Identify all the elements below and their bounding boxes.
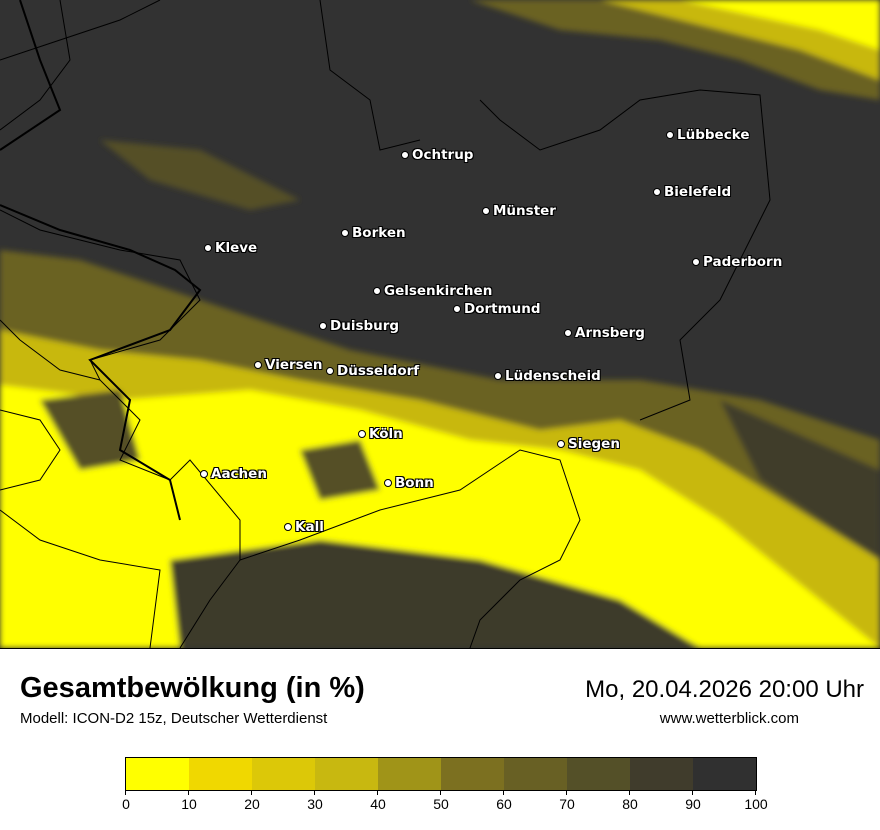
city-dot-icon	[204, 244, 212, 252]
legend-swatch	[126, 758, 189, 790]
legend-tick	[755, 790, 756, 795]
city-marker: Bonn	[384, 475, 434, 491]
legend-tick-label: 100	[744, 796, 768, 812]
legend-tick	[188, 790, 189, 795]
borders	[0, 0, 771, 648]
legend-swatch	[315, 758, 378, 790]
city-marker: Duisburg	[319, 318, 399, 334]
cloud-field	[0, 0, 880, 648]
city-dot-icon	[254, 361, 262, 369]
city-dot-icon	[384, 479, 392, 487]
legend-tick	[377, 790, 378, 795]
city-dot-icon	[653, 188, 661, 196]
legend-tick	[629, 790, 630, 795]
legend-tick-label: 90	[685, 796, 701, 812]
legend-tick-label: 60	[496, 796, 512, 812]
city-marker: Münster	[482, 203, 556, 219]
city-marker: Arnsberg	[564, 325, 645, 341]
city-dot-icon	[326, 367, 334, 375]
city-dot-icon	[200, 470, 208, 478]
city-dot-icon	[373, 287, 381, 295]
legend-tick-label: 30	[307, 796, 323, 812]
city-dot-icon	[284, 523, 292, 531]
legend-tick	[314, 790, 315, 795]
model-source: Modell: ICON-D2 15z, Deutscher Wetterdie…	[20, 710, 328, 727]
map-title: Gesamtbewölkung (in %)	[20, 672, 365, 704]
legend-tick	[251, 790, 252, 795]
city-marker: Paderborn	[692, 254, 782, 270]
city-marker: Köln	[358, 426, 403, 442]
legend-tick-label: 80	[622, 796, 638, 812]
city-marker: Viersen	[254, 357, 322, 373]
legend-tick-label: 0	[122, 796, 130, 812]
forecast-datetime: Mo, 20.04.2026 20:00 Uhr	[585, 676, 864, 703]
legend-tick-label: 10	[181, 796, 197, 812]
legend-swatch	[693, 758, 756, 790]
city-marker: Siegen	[557, 436, 620, 452]
city-marker: Kall	[284, 519, 324, 535]
city-dot-icon	[557, 440, 565, 448]
city-marker: Kleve	[204, 240, 257, 256]
city-dot-icon	[453, 305, 461, 313]
legend-swatch	[630, 758, 693, 790]
legend-swatch	[189, 758, 252, 790]
legend-tick	[440, 790, 441, 795]
legend-tick	[692, 790, 693, 795]
city-marker: Gelsenkirchen	[373, 283, 492, 299]
legend-tick-label: 50	[433, 796, 449, 812]
legend-tick	[566, 790, 567, 795]
city-marker: Dortmund	[453, 301, 541, 317]
city-marker: Düsseldorf	[326, 363, 419, 379]
city-marker: Aachen	[200, 466, 267, 482]
city-marker: Lüdenscheid	[494, 368, 601, 384]
cloud-cover-map: Lübbecke Ochtrup Bielefeld Münster Borke…	[0, 0, 880, 649]
city-marker: Borken	[341, 225, 406, 241]
legend-swatch	[567, 758, 630, 790]
legend-swatch	[441, 758, 504, 790]
city-dot-icon	[319, 322, 327, 330]
city-dot-icon	[494, 372, 502, 380]
legend-swatch	[252, 758, 315, 790]
website: www.wetterblick.com	[659, 710, 799, 727]
legend-swatch	[504, 758, 567, 790]
city-dot-icon	[666, 131, 674, 139]
city-dot-icon	[564, 329, 572, 337]
legend-tick-label: 20	[244, 796, 260, 812]
city-marker: Ochtrup	[401, 147, 473, 163]
city-dot-icon	[482, 207, 490, 215]
legend-tick-label: 40	[370, 796, 386, 812]
city-dot-icon	[341, 229, 349, 237]
color-legend	[125, 757, 757, 791]
legend-tick-label: 70	[559, 796, 575, 812]
legend-tick	[125, 790, 126, 795]
city-marker: Lübbecke	[666, 127, 749, 143]
city-dot-icon	[401, 151, 409, 159]
city-marker: Bielefeld	[653, 184, 731, 200]
legend-tick	[503, 790, 504, 795]
city-dot-icon	[358, 430, 366, 438]
legend-swatch	[378, 758, 441, 790]
country-border	[0, 0, 202, 521]
city-dot-icon	[692, 258, 700, 266]
